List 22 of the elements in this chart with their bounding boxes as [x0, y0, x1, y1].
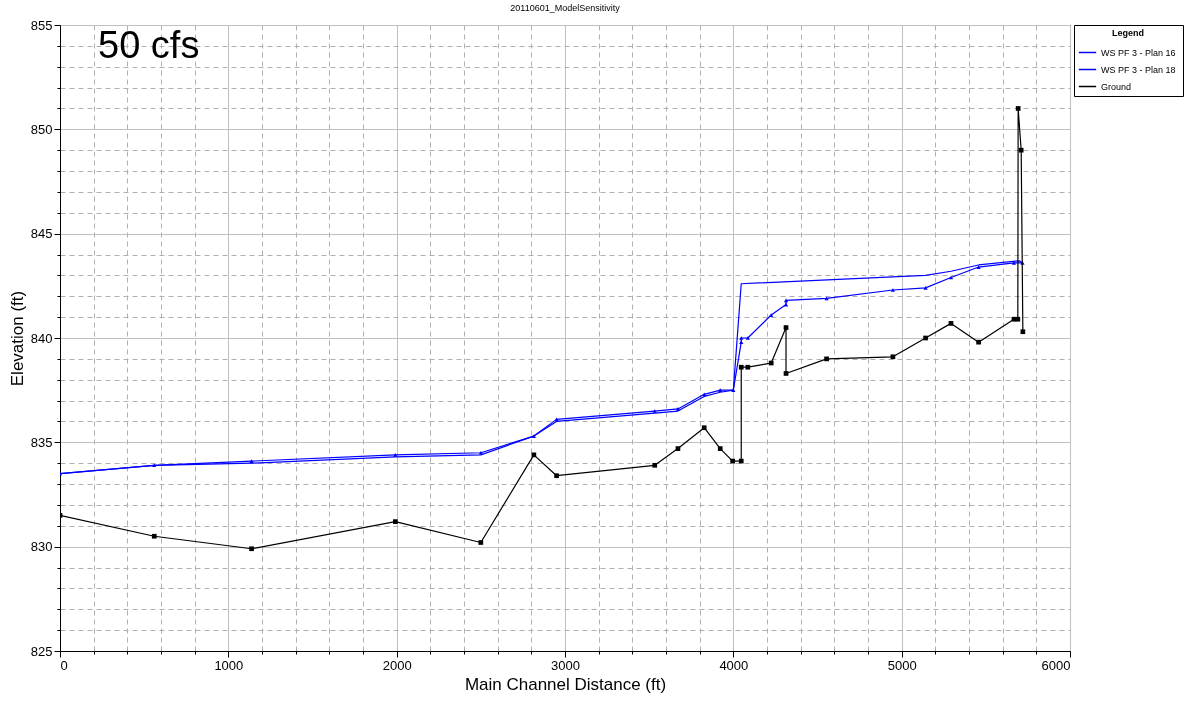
legend-title: Legend — [1111, 28, 1145, 38]
annotation: 50 cfs — [98, 24, 200, 66]
x-tick-label: 2000 — [382, 657, 412, 673]
legend-label: WS PF 3 - Plan 18 — [1101, 64, 1176, 75]
x-tick-label: 5000 — [887, 657, 917, 673]
x-tick-label: 6000 — [1041, 657, 1071, 673]
y-tick-label: 855 — [30, 17, 53, 33]
legend-label: WS PF 3 - Plan 16 — [1101, 47, 1176, 58]
chart-title: 20110601_ModelSensitivity — [510, 3, 621, 13]
x-tick-label: 4000 — [719, 657, 749, 673]
y-tick-label: 850 — [30, 121, 53, 137]
x-axis-title: Main Channel Distance (ft) — [464, 674, 667, 694]
y-tick-label: 830 — [30, 539, 53, 555]
y-tick-label: 845 — [30, 226, 53, 242]
y-axis-title: Elevation (ft) — [7, 290, 27, 387]
y-tick-label: 825 — [30, 643, 53, 659]
y-tick-label: 840 — [30, 330, 53, 346]
x-tick-label: 0 — [60, 657, 68, 673]
x-tick-label: 3000 — [551, 657, 580, 673]
y-tick-label: 835 — [30, 434, 53, 450]
legend-label: Ground — [1101, 81, 1132, 92]
x-tick-label: 1000 — [214, 657, 244, 673]
